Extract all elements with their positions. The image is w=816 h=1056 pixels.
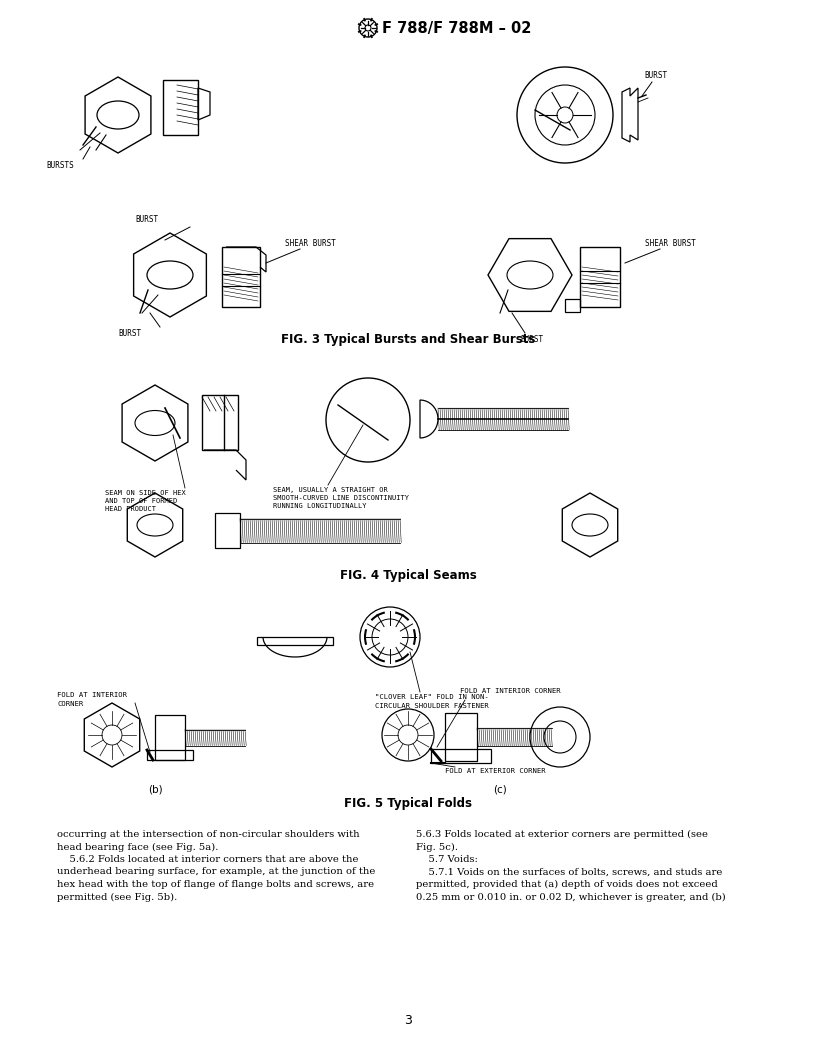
Bar	[257, 637, 333, 645]
Text: permitted (see Fig. 5b).: permitted (see Fig. 5b).	[57, 892, 177, 902]
Text: SMOOTH-CURVED LINE DISCONTINUITY: SMOOTH-CURVED LINE DISCONTINUITY	[273, 495, 409, 501]
Text: SEAM, USUALLY A STRAIGHT OR: SEAM, USUALLY A STRAIGHT OR	[273, 487, 388, 493]
Text: BURST: BURST	[135, 215, 158, 225]
Text: 5.6.2 Folds located at interior corners that are above the: 5.6.2 Folds located at interior corners …	[57, 855, 358, 864]
Text: hex head with the top of flange of flange bolts and screws, are: hex head with the top of flange of flang…	[57, 880, 374, 889]
Text: Fig. 5c).: Fig. 5c).	[416, 843, 458, 851]
Text: BURST: BURST	[520, 336, 543, 344]
Text: FOLD AT INTERIOR: FOLD AT INTERIOR	[57, 692, 127, 698]
Text: 5.7 Voids:: 5.7 Voids:	[416, 855, 478, 864]
Text: 0.25 mm or 0.010 in. or 0.02 D, whichever is greater, and (b): 0.25 mm or 0.010 in. or 0.02 D, whicheve…	[416, 892, 725, 902]
Bar	[147, 750, 193, 760]
Bar	[215, 513, 240, 548]
Text: BURST: BURST	[644, 72, 667, 80]
Text: SEAM ON SIDE OF HEX: SEAM ON SIDE OF HEX	[105, 490, 186, 496]
Text: permitted, provided that (a) depth of voids does not exceed: permitted, provided that (a) depth of vo…	[416, 880, 718, 889]
Bar	[445, 713, 477, 761]
Text: BURST: BURST	[118, 328, 141, 338]
Text: SHEAR BURST: SHEAR BURST	[645, 239, 696, 247]
Text: BURSTS: BURSTS	[46, 161, 73, 170]
Text: FOLD AT INTERIOR CORNER: FOLD AT INTERIOR CORNER	[460, 689, 561, 694]
Text: underhead bearing surface, for example, at the junction of the: underhead bearing surface, for example, …	[57, 867, 375, 876]
Text: "CLOVER LEAF" FOLD IN NON-: "CLOVER LEAF" FOLD IN NON-	[375, 694, 489, 700]
Text: CORNER: CORNER	[57, 701, 83, 708]
Bar	[431, 749, 491, 763]
Text: occurring at the intersection of non-circular shoulders with: occurring at the intersection of non-cir…	[57, 830, 360, 840]
Text: (c): (c)	[493, 785, 507, 795]
Bar	[163, 80, 198, 135]
Bar	[155, 715, 185, 760]
Text: CIRCULAR SHOULDER FASTENER: CIRCULAR SHOULDER FASTENER	[375, 703, 489, 709]
Text: HEAD PRODUCT: HEAD PRODUCT	[105, 506, 156, 512]
Text: F 788/F 788M – 02: F 788/F 788M – 02	[382, 20, 531, 36]
Text: AND TOP OF FORMED: AND TOP OF FORMED	[105, 498, 177, 504]
Text: FIG. 5 Typical Folds: FIG. 5 Typical Folds	[344, 796, 472, 810]
Text: 5.6.3 Folds located at exterior corners are permitted (see: 5.6.3 Folds located at exterior corners …	[416, 830, 708, 840]
Bar	[222, 247, 260, 307]
Text: head bearing face (see Fig. 5a).: head bearing face (see Fig. 5a).	[57, 843, 219, 851]
Text: (b): (b)	[148, 785, 162, 795]
Text: SHEAR BURST: SHEAR BURST	[285, 239, 336, 247]
Text: FOLD AT EXTERIOR CORNER: FOLD AT EXTERIOR CORNER	[445, 768, 546, 774]
Text: FIG. 4 Typical Seams: FIG. 4 Typical Seams	[339, 568, 477, 582]
Text: 3: 3	[404, 1014, 412, 1026]
Text: 5.7.1 Voids on the surfaces of bolts, screws, and studs are: 5.7.1 Voids on the surfaces of bolts, sc…	[416, 867, 722, 876]
Bar	[580, 247, 620, 307]
Bar	[202, 395, 238, 450]
Text: FIG. 3 Typical Bursts and Shear Bursts: FIG. 3 Typical Bursts and Shear Bursts	[281, 334, 535, 346]
Text: RUNNING LONGITUDINALLY: RUNNING LONGITUDINALLY	[273, 503, 366, 509]
